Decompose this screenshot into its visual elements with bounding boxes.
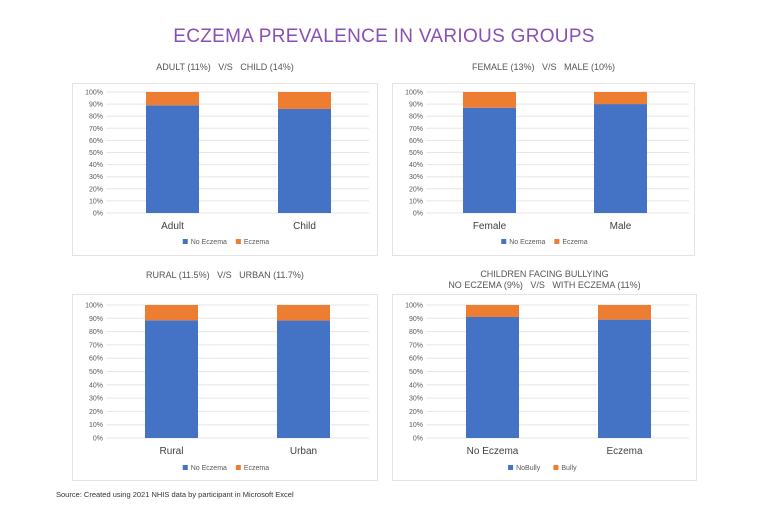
x-category-label: Adult [161, 221, 184, 232]
bar-no-eczema-nobully [466, 316, 519, 438]
y-tick-label: 30% [409, 174, 423, 181]
x-category-label: Urban [290, 446, 317, 457]
y-tick-label: 0% [93, 211, 103, 218]
y-tick-label: 70% [409, 342, 423, 349]
chart-title-female-male: FEMALE (13%) V/S MALE (10%) [471, 62, 616, 72]
bar-male-no-eczema [594, 104, 647, 213]
y-tick-label: 80% [89, 329, 103, 336]
y-tick-label: 60% [89, 356, 103, 363]
y-tick-label: 10% [409, 198, 423, 205]
bar-eczema-nobully [598, 319, 651, 438]
y-tick-label: 40% [409, 382, 423, 389]
legend-swatch [182, 239, 188, 244]
legend-swatch [501, 239, 507, 244]
x-category-label: Child [293, 221, 316, 232]
bar-child-eczema [278, 92, 331, 109]
legend-swatch [235, 239, 241, 244]
y-tick-label: 40% [409, 162, 423, 169]
legend-swatch [554, 239, 560, 244]
bar-no-eczema-bully [466, 305, 519, 317]
y-tick-label: 10% [89, 422, 103, 429]
y-tick-label: 90% [409, 102, 423, 109]
chart-panel-rural-urban: 0% 10% 20% 30% 40% 50% 60% 70% 80% 90% 100% Rural Ur… [72, 294, 378, 481]
y-tick-label: 10% [409, 422, 423, 429]
y-tick-label: 50% [89, 369, 103, 376]
chart-svg: 0% 10% 20% 30% 40% 50% 60% 70% 80% 90% 100% No Ecze… [405, 303, 689, 472]
main-title: ECZEMA PREVALENCE IN VARIOUS GROUPS [173, 26, 595, 47]
y-tick-label: 80% [409, 329, 423, 336]
legend-swatch [553, 465, 559, 470]
x-category-label: Male [610, 221, 632, 232]
legend-swatch [182, 465, 188, 470]
legend-label: No Eczema [509, 239, 545, 246]
y-tick-label: 50% [409, 369, 423, 376]
bar-rural-no-eczema [145, 320, 198, 438]
legend-label: Eczema [244, 465, 269, 472]
source-note: Source: Created using 2021 NHIS data by … [56, 490, 294, 499]
x-category-label: No Eczema [467, 446, 519, 457]
bar-eczema-bully [598, 305, 651, 320]
y-tick-label: 50% [89, 150, 103, 157]
y-tick-label: 40% [89, 382, 103, 389]
x-category-label: Eczema [606, 446, 643, 457]
bar-adult-no-eczema [146, 105, 199, 213]
y-tick-label: 20% [409, 186, 423, 193]
legend-swatch [235, 465, 241, 470]
y-tick-label: 10% [89, 198, 103, 205]
chart-panel-adult-child: 0% 10% 20% 30% 40% 50% 60% 70% 80% 90% 100% Adult Ch… [72, 83, 378, 256]
y-tick-label: 50% [409, 150, 423, 157]
y-tick-label: 70% [89, 342, 103, 349]
chart-svg: 0% 10% 20% 30% 40% 50% 60% 70% 80% 90% 100% Rural Ur… [85, 303, 369, 472]
y-tick-label: 100% [405, 90, 423, 97]
y-tick-label: 20% [409, 409, 423, 416]
chart-title-adult-child: ADULT (11%) V/S CHILD (14%) [156, 62, 294, 72]
y-tick-label: 60% [409, 138, 423, 145]
y-tick-label: 30% [409, 396, 423, 403]
y-tick-label: 100% [85, 90, 103, 97]
bar-rural-eczema [145, 305, 198, 321]
bar-female-no-eczema [463, 107, 516, 213]
y-tick-label: 80% [409, 114, 423, 121]
y-tick-label: 90% [409, 316, 423, 323]
x-category-label: Rural [160, 446, 184, 457]
bar-female-eczema [463, 92, 516, 108]
legend-label: No Eczema [191, 239, 227, 246]
y-tick-label: 0% [413, 436, 423, 443]
bar-child-no-eczema [278, 108, 331, 213]
bar-urban-eczema [277, 305, 330, 321]
y-tick-label: 30% [89, 396, 103, 403]
legend-label: NoBully [516, 465, 541, 472]
chart-title-bullying: CHILDREN FACING BULLYING NO ECZEMA (9%) … [448, 269, 641, 290]
y-tick-label: 60% [409, 356, 423, 363]
y-tick-label: 40% [89, 162, 103, 169]
y-tick-label: 60% [89, 138, 103, 145]
chart-title-rural-urban: RURAL (11.5%) V/S URBAN (11.7%) [146, 270, 304, 280]
chart-panel-female-male: 0% 10% 20% 30% 40% 50% 60% 70% 80% 90% 100% Female M… [392, 83, 695, 256]
legend-label: Eczema [562, 239, 587, 246]
legend-swatch [508, 465, 514, 470]
y-tick-label: 70% [409, 126, 423, 133]
y-tick-label: 20% [89, 186, 103, 193]
y-tick-label: 100% [405, 303, 423, 310]
y-tick-label: 100% [85, 303, 103, 310]
chart-svg: 0% 10% 20% 30% 40% 50% 60% 70% 80% 90% 100% Female M… [405, 90, 689, 246]
y-tick-label: 20% [89, 409, 103, 416]
legend-label: Bully [561, 465, 577, 472]
bar-male-eczema [594, 92, 647, 105]
bar-adult-eczema [146, 92, 199, 106]
legend-label: No Eczema [191, 465, 227, 472]
y-tick-label: 70% [89, 126, 103, 133]
y-tick-label: 30% [89, 174, 103, 181]
y-tick-label: 0% [93, 436, 103, 443]
y-tick-label: 80% [89, 114, 103, 121]
x-category-label: Female [473, 221, 507, 232]
legend-label: Eczema [244, 239, 269, 246]
bar-urban-no-eczema [277, 320, 330, 438]
y-tick-label: 90% [89, 102, 103, 109]
chart-svg: 0% 10% 20% 30% 40% 50% 60% 70% 80% 90% 100% Adult Ch… [85, 90, 369, 246]
chart-panel-bullying: 0% 10% 20% 30% 40% 50% 60% 70% 80% 90% 100% No Ecze… [392, 294, 697, 481]
y-tick-label: 0% [413, 211, 423, 218]
y-tick-label: 90% [89, 316, 103, 323]
